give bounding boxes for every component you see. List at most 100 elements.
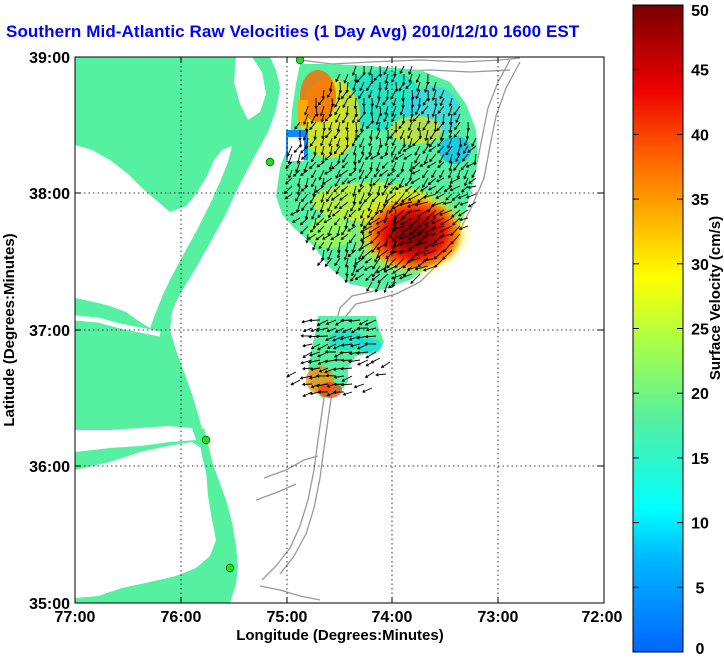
velocity-arrow [459, 217, 469, 222]
velocity-arrow [439, 129, 445, 142]
velocity-arrow [370, 73, 374, 85]
velocity-arrow [374, 281, 381, 293]
velocity-arrow [422, 145, 429, 155]
velocity-arrow [464, 177, 469, 187]
station-marker [265, 157, 275, 167]
velocity-arrow [431, 217, 445, 225]
velocity-arrow [359, 233, 373, 241]
velocity-arrow [334, 257, 341, 267]
velocity-arrow [293, 145, 301, 153]
velocity-arrow [449, 177, 461, 184]
velocity-arrow [372, 257, 381, 270]
velocity-arrow [400, 161, 405, 173]
velocity-arrow [326, 241, 333, 252]
velocity-arrow [336, 249, 341, 259]
velocity-arrow [322, 233, 333, 240]
velocity-arrow [290, 209, 301, 216]
velocity-arrow [305, 233, 309, 244]
velocity-arrow [328, 161, 333, 171]
velocity-arrow [341, 225, 349, 236]
velocity-arrow [407, 129, 413, 140]
velocity-arrow [411, 169, 421, 175]
velocity-arrow [383, 65, 389, 76]
velocity-arrow [367, 185, 373, 197]
velocity-arrow [437, 137, 445, 147]
velocity-arrow [358, 193, 365, 205]
x-tick-label: 72:00 [582, 609, 623, 626]
velocity-arrow [284, 193, 293, 200]
velocity-arrow [315, 105, 319, 118]
velocity-arrow [364, 257, 373, 264]
velocity-arrow [342, 113, 349, 124]
velocity-arrow [423, 241, 437, 249]
velocity-arrow [366, 121, 373, 130]
velocity-arrow [391, 233, 405, 241]
velocity-arrow [352, 81, 357, 92]
colorbar-gradient [632, 4, 684, 653]
velocity-arrow [438, 233, 453, 239]
velocity-arrow [355, 351, 369, 355]
velocity-arrow [352, 193, 357, 205]
velocity-arrow [341, 177, 349, 185]
velocity-arrow [353, 383, 365, 389]
velocity-arrow [332, 390, 345, 394]
velocity-arrow [365, 273, 373, 281]
velocity-arrow [354, 257, 365, 265]
velocity-arrow [298, 137, 303, 148]
x-tick-label: 77:00 [55, 609, 96, 626]
x-axis-title: Longitude (Degrees:Minutes) [236, 627, 444, 644]
albemarle-sound [75, 426, 196, 452]
velocity-arrow [347, 249, 357, 257]
velocity-arrow [383, 209, 389, 224]
velocity-arrow [376, 249, 389, 259]
velocity-arrow [348, 319, 361, 323]
velocity-arrow [406, 257, 421, 264]
velocity-arrow [448, 153, 453, 164]
velocity-arrow [430, 225, 445, 231]
velocity-arrow [302, 351, 313, 358]
x-tick-label: 73:00 [478, 609, 519, 626]
velocity-arrow [408, 73, 413, 84]
velocity-arrow [348, 233, 357, 244]
velocity-arrow [358, 319, 369, 326]
velocity-arrow [442, 201, 453, 206]
velocity-arrow [325, 319, 337, 325]
velocity-arrow [387, 177, 397, 186]
velocity-arrow [296, 185, 301, 196]
velocity-arrow [283, 185, 293, 195]
velocity-arrow [302, 129, 309, 141]
velocity-arrow [371, 193, 381, 203]
velocity-arrow [415, 89, 421, 100]
velocity-arrow [450, 209, 461, 218]
velocity-arrow [399, 105, 405, 116]
velocity-arrow [424, 217, 437, 226]
velocity-arrow [384, 233, 389, 248]
velocity-arrow [426, 161, 437, 168]
velocity-arrow [314, 185, 325, 193]
velocity-arrow [322, 177, 333, 185]
velocity-arrow [325, 373, 337, 378]
velocity-arrow [462, 153, 469, 162]
velocity-arrow [330, 97, 335, 108]
y-tick-labels: 39:00 38:00 37:00 36:00 35:00 [29, 50, 70, 613]
velocity-arrow [374, 249, 381, 263]
velocity-arrow [369, 129, 373, 140]
velocity-arrow [423, 265, 437, 272]
velocity-arrow [360, 145, 365, 156]
velocity-arrow [329, 145, 333, 156]
velocity-arrow [415, 73, 421, 84]
grid-lines [75, 57, 604, 603]
velocity-arrow [369, 105, 374, 116]
velocity-arrow [399, 65, 405, 75]
velocity-arrow [398, 121, 405, 130]
velocity-arrow [422, 97, 429, 106]
velocity-arrow [325, 129, 333, 139]
velocity-arrow [419, 161, 429, 167]
velocity-arrow [422, 257, 437, 263]
velocity-arrow [394, 153, 405, 160]
velocity-arrow [320, 193, 325, 204]
velocity-arrow [414, 153, 421, 164]
velocity-arrow [334, 327, 345, 333]
velocity-arrow [311, 169, 317, 179]
velocity-arrow [455, 113, 461, 124]
